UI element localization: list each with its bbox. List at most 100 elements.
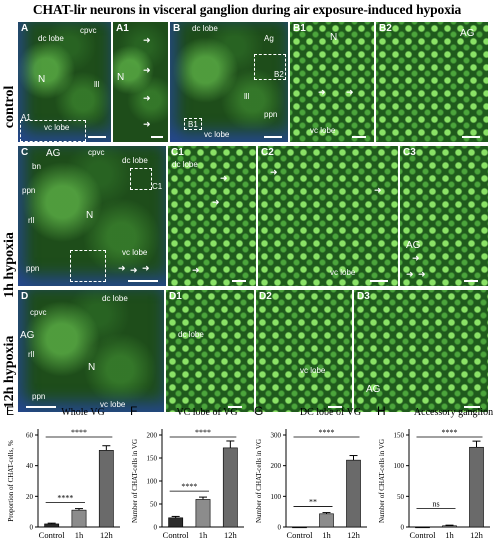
scale-bar: [264, 136, 282, 138]
annotation: cpvc: [88, 148, 105, 157]
arrow-icon: ➜: [142, 263, 150, 273]
annotation: N: [88, 362, 96, 373]
arrow-icon: ➜: [346, 87, 354, 97]
bar: [346, 459, 361, 528]
chart-title: VC lobe of VG: [176, 407, 237, 418]
annotation: B2: [274, 70, 284, 79]
arrow-icon: ➜: [192, 265, 200, 275]
y-axis-label: Number of CHAT-cells in VG: [131, 439, 139, 523]
annotation: vc lobe: [100, 400, 126, 409]
significance-label: ****: [195, 428, 211, 437]
y-tick-label: 0: [154, 524, 158, 532]
annotation: vc lobe: [330, 268, 356, 277]
annotation: N: [38, 74, 46, 85]
scale-bar: [352, 136, 366, 138]
panel-C3: C3 AG ➜ ➜ ➜: [400, 146, 488, 286]
y-tick-label: 40: [26, 462, 34, 470]
y-tick-label: 50: [150, 501, 158, 509]
scale-bar: [464, 406, 480, 408]
annotation: lll: [244, 92, 250, 101]
y-tick-label: 50: [397, 493, 405, 501]
y-axis-label: Number of CHAT-cells in VG: [255, 439, 263, 523]
y-tick-label: 100: [394, 462, 405, 470]
y-tick-label: 300: [271, 432, 282, 440]
x-tick-label: 1h: [322, 530, 331, 540]
bar: [44, 523, 60, 528]
arrow-icon: ➜: [143, 65, 151, 75]
scale-bar: [370, 280, 388, 282]
chart-F: F VC lobe of VG Number of CHAT-cells in VG…: [124, 395, 248, 550]
arrow-icon: ➜: [406, 269, 414, 279]
annotation: dc lobe: [122, 156, 148, 165]
arrow-icon: ➜: [412, 253, 420, 263]
panel-A1: A1 N ➜ ➜ ➜ ➜: [113, 22, 168, 142]
annotation: AG: [366, 384, 381, 395]
arrow-icon: ➜: [270, 167, 278, 177]
y-tick-label: 100: [147, 478, 158, 486]
x-tick-label: 1h: [445, 530, 454, 540]
scale-bar: [462, 136, 480, 138]
annotation: AG: [20, 330, 35, 341]
arrow-icon: ➜: [220, 173, 228, 183]
panel-D: D dc lobe cpvc AG rll N ppn vc lobe: [18, 290, 164, 412]
chart-title: Whole VG: [61, 407, 104, 418]
annotation: AG: [460, 28, 475, 39]
annotation: ppn: [26, 264, 40, 273]
arrow-icon: ➜: [418, 269, 426, 279]
significance-label: ****: [181, 482, 197, 491]
y-tick-label: 150: [147, 455, 158, 463]
significance-label: ****: [442, 428, 458, 437]
panel-C1: C1 dc lobe ➜ ➜ ➜: [168, 146, 256, 286]
panel-B1: B1 N vc lobe ➜ ➜: [290, 22, 374, 142]
arrow-icon: ➜: [118, 263, 126, 273]
bar: [98, 450, 114, 528]
bar: [195, 499, 211, 528]
annotation: Ag: [264, 34, 274, 43]
panel-letter: F: [130, 404, 137, 418]
scale-bar: [328, 406, 342, 408]
panel-letter: H: [377, 404, 386, 418]
annotation: B1: [188, 120, 198, 129]
x-tick-label: Control: [287, 530, 314, 540]
chart-title: DC lobe of VG: [300, 407, 361, 418]
arrow-icon: ➜: [130, 265, 138, 275]
annotation: AG: [46, 148, 61, 159]
annotation: cpvc: [30, 308, 47, 317]
x-tick-label: 1h: [75, 530, 84, 540]
annotation: ppn: [22, 186, 36, 195]
y-tick-label: 0: [401, 524, 405, 532]
panel-letter: E: [6, 404, 14, 418]
arrow-icon: ➜: [374, 185, 382, 195]
scale-bar: [228, 406, 242, 408]
bar: [469, 446, 484, 528]
arrow-icon: ➜: [143, 35, 151, 45]
scale-bar: [88, 136, 106, 138]
significance-label: ns: [432, 500, 439, 509]
chart-E: E Whole VG Proportion of CHAT-cells, % 0 20 4…: [0, 395, 124, 550]
annotation: rll: [28, 350, 35, 359]
annotation: dc lobe: [192, 24, 218, 33]
scale-bar: [151, 136, 163, 138]
annotation: dc lobe: [102, 294, 128, 303]
x-tick-label: 1h: [199, 530, 208, 540]
bar: [442, 525, 457, 528]
y-axis-label: Number of CHAT-cells in VG: [378, 439, 386, 523]
y-tick-label: 200: [147, 432, 158, 440]
inset-box: [184, 118, 202, 130]
annotation: ppn: [32, 392, 46, 401]
annotation: C1: [152, 182, 163, 191]
annotation: bn: [32, 162, 41, 171]
y-tick-label: 0: [30, 524, 34, 532]
annotation: vc lobe: [122, 248, 148, 257]
significance-label: ****: [71, 428, 87, 437]
panel-C2: C2 vc lobe ➜ ➜: [258, 146, 398, 286]
inset-box: [70, 250, 106, 282]
panel-D2: D2 vc lobe: [256, 290, 352, 412]
y-tick-label: 20: [26, 493, 34, 501]
bar: [168, 517, 184, 528]
annotation: cpvc: [80, 26, 97, 35]
x-tick-label: 12h: [347, 530, 361, 540]
chart-H: H Accessory ganglion Number of CHAT-cells …: [371, 395, 494, 550]
arrow-icon: ➜: [318, 87, 326, 97]
annotation: vc lobe: [300, 366, 326, 375]
